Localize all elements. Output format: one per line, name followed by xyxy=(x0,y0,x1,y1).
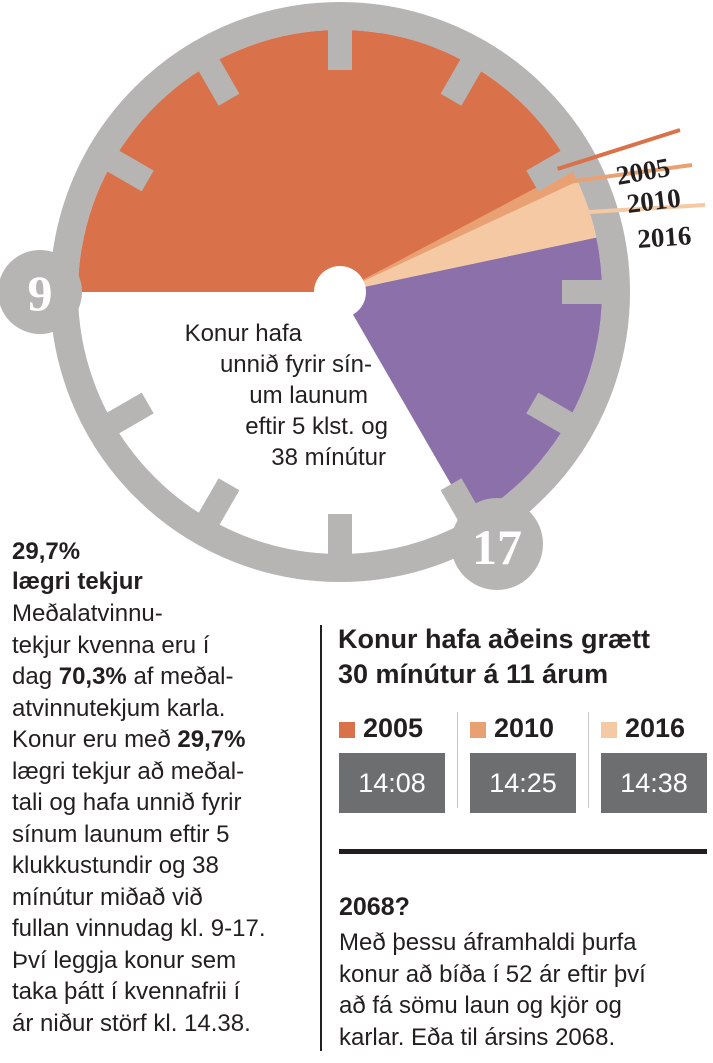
caption-line: unnið fyrir sín- xyxy=(219,351,372,378)
year-card-2016: 2016 14:38 xyxy=(601,712,713,813)
time-box-2005: 14:08 xyxy=(339,753,445,813)
year-label: 2010 xyxy=(494,712,555,743)
sector-unpaid-time xyxy=(340,237,603,519)
year-tag-2010: 2010 xyxy=(625,183,682,219)
body-line: Því leggja konur sem xyxy=(12,946,237,974)
body-line: fullan vinnudag kl. 9-17. xyxy=(12,915,266,942)
body-line: taka þátt í kvennafrii í xyxy=(12,978,241,1005)
body-line: ár niður störf kl. 14.38. xyxy=(12,1009,251,1037)
sector-2010 xyxy=(340,169,580,292)
question-heading: 2068? xyxy=(339,893,410,921)
question-line: konur að bíða í 52 ár eftir því xyxy=(339,960,646,988)
legend-swatch-2005 xyxy=(339,722,355,738)
body-line: Konur eru með 29,7% xyxy=(12,726,246,753)
sector-2005 xyxy=(340,157,574,292)
time-box-2010: 14:25 xyxy=(470,753,576,813)
clock-tick xyxy=(101,147,154,192)
body-line: mínútur miðað við xyxy=(12,883,203,911)
clock-tick xyxy=(440,53,485,106)
caption-line: eftir 5 klst. og xyxy=(245,413,388,440)
body-line: klukkustundir og 38 xyxy=(12,852,219,879)
clock-tick xyxy=(526,392,579,437)
legend-swatch-2010 xyxy=(470,722,486,738)
question-line: karlar. Eða til ársins 2068. xyxy=(339,1023,616,1051)
badge-17 xyxy=(451,498,543,590)
legend-swatch-2016 xyxy=(601,722,617,738)
body-line: tekjur kvenna eru í xyxy=(12,631,210,659)
body-line: Meðalatvinnu- xyxy=(12,600,163,627)
caption-line: Konur hafa xyxy=(184,320,302,347)
year-card-2005: 2005 14:08 xyxy=(339,712,459,813)
question-line: Með þessu áframhaldi þurfa xyxy=(339,929,637,956)
question-text: Með þessu áframhaldi þurfa konur að bíða… xyxy=(339,927,646,1053)
year-tag-2016: 2016 xyxy=(636,220,692,254)
stat-value: 29,7% xyxy=(12,538,81,565)
emphasis: 70,3% xyxy=(58,663,127,690)
title-line: 30 mínútur á 11 árum xyxy=(338,659,609,689)
body-line: atvinnutekjum karla. xyxy=(12,694,226,722)
label-9: 9 xyxy=(28,265,53,321)
sector-2016 xyxy=(340,181,597,292)
body-line: sínum launum eftir 5 xyxy=(12,820,230,848)
progress-title: Konur hafa aðeins grætt 30 mínútur á 11 … xyxy=(338,622,650,692)
question-line: að fá sömu laun og kjör og xyxy=(339,992,622,1019)
clock-tick xyxy=(101,392,154,437)
label-17: 17 xyxy=(472,519,522,575)
year-leader-line xyxy=(564,163,693,185)
clock-tick xyxy=(526,147,579,192)
stat-label: lægri tekjur xyxy=(12,568,143,595)
year-leader-line xyxy=(576,203,706,215)
body-line: lægri tekjur að meðal- xyxy=(12,757,245,785)
caption-line: 38 mínútur xyxy=(271,444,386,471)
clock-diagram: 9 17 2005 2010 2016 xyxy=(0,2,706,590)
clock-hub xyxy=(314,266,366,318)
title-line: Konur hafa aðeins grætt xyxy=(338,624,651,654)
time-box-2016: 14:38 xyxy=(601,753,707,813)
clock-tick xyxy=(195,478,240,531)
badge-9 xyxy=(0,250,82,334)
clock-tick xyxy=(195,53,240,106)
body-line: tali og hafa unnið fyrir xyxy=(12,789,242,816)
emphasis: 29,7% xyxy=(177,726,246,753)
clock-caption: Konur hafa unnið fyrir sín- um launum ef… xyxy=(120,318,388,473)
year-card-2010: 2010 14:25 xyxy=(470,712,590,813)
body-line: dag 70,3% af meðal- xyxy=(12,663,234,690)
caption-line: um launum xyxy=(249,382,368,409)
year-label: 2005 xyxy=(363,712,424,743)
card-separator xyxy=(457,712,458,808)
income-gap-section: 29,7% lægri tekjur Meðalatvinnu-tekjur k… xyxy=(12,537,312,1039)
card-separator xyxy=(588,712,589,808)
year-leader-lines xyxy=(556,128,706,215)
section-rule xyxy=(339,849,707,854)
column-divider xyxy=(320,625,322,1051)
income-gap-text: Meðalatvinnu-tekjur kvenna eru í dag 70,3… xyxy=(12,598,312,1039)
year-leader-line xyxy=(556,128,681,171)
year-label: 2016 xyxy=(625,712,686,743)
